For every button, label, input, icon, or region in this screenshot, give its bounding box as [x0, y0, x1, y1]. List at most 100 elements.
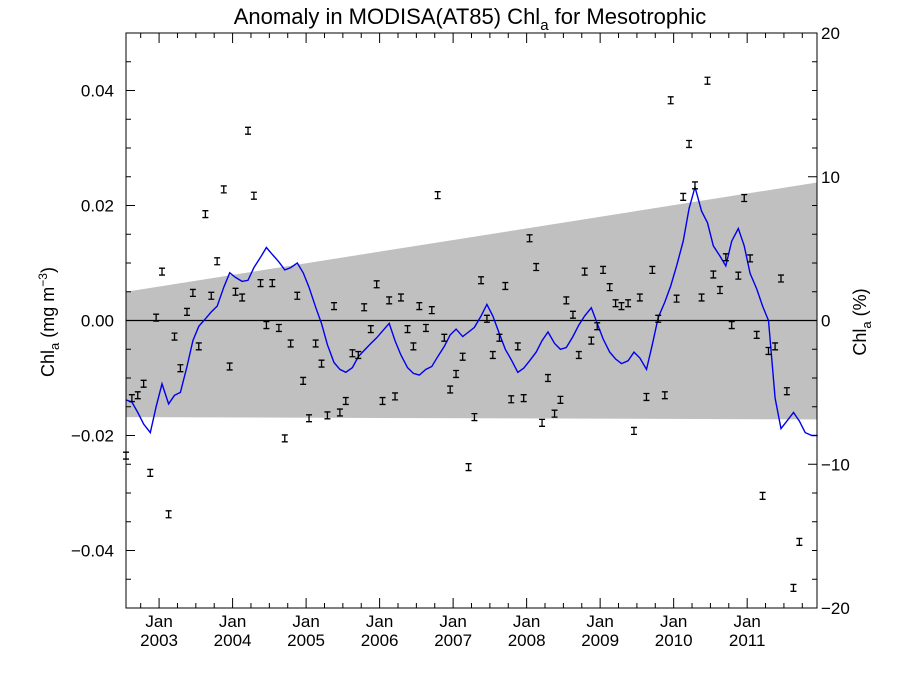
anomaly-point [569, 310, 576, 319]
x-tick-label-year: 2011 [729, 631, 766, 650]
anomaly-point [459, 352, 466, 361]
anomaly-point [630, 426, 637, 435]
anomaly-point [557, 395, 564, 404]
anomaly-point [410, 342, 417, 351]
y-right-tick-label: 0 [821, 312, 830, 331]
anomaly-point [275, 323, 282, 333]
y-right-tick-label: −20 [821, 599, 850, 618]
anomaly-point [189, 288, 196, 297]
plot-area: −0.04−0.020.000.020.04−20−1001020Jan2003… [71, 24, 850, 650]
x-tick-label-month: Jan [733, 612, 760, 631]
anomaly-point [336, 408, 343, 417]
anomaly-point [318, 359, 325, 368]
anomaly-point [483, 314, 490, 323]
anomaly-point [502, 281, 509, 291]
chart-title: Anomaly in MODISA(AT85) Chla for Mesotro… [234, 4, 707, 34]
anomaly-point [453, 369, 460, 379]
anomaly-point [716, 285, 723, 295]
anomaly-point [349, 349, 356, 358]
anomaly-point [250, 191, 257, 200]
anomaly-point [386, 296, 393, 305]
x-tick-label-month: Jan [513, 612, 540, 631]
anomaly-point [232, 287, 239, 296]
x-tick-label-month: Jan [219, 612, 246, 631]
anomaly-point [594, 322, 601, 331]
anomaly-point [140, 379, 147, 388]
anomaly-point [489, 350, 496, 360]
anomaly-point [661, 391, 668, 400]
anomaly-point [214, 257, 221, 266]
anomaly-point [312, 339, 319, 348]
anomaly-point [416, 302, 423, 311]
uncertainty-band [126, 182, 817, 420]
anomaly-point [563, 296, 570, 305]
anomaly-point [208, 291, 215, 300]
anomaly-point [790, 583, 797, 592]
anomaly-point [355, 350, 362, 360]
anomaly-point [447, 385, 454, 394]
anomaly-point [747, 254, 754, 263]
anomaly-point [281, 434, 288, 443]
anomaly-point [618, 302, 625, 311]
anomaly-point [508, 395, 515, 404]
anomaly-point [526, 234, 533, 243]
anomaly-point [392, 392, 399, 401]
anomaly-point [520, 394, 527, 403]
anomaly-point [600, 265, 607, 274]
anomaly-point [367, 325, 374, 334]
anomaly-point [300, 376, 307, 385]
anomaly-point [588, 336, 595, 345]
anomaly-point [496, 333, 503, 342]
anomaly-point [128, 394, 135, 403]
anomaly-point [544, 373, 551, 383]
anomaly-point [171, 332, 178, 341]
anomaly-point [422, 323, 429, 333]
anomaly-point [704, 76, 711, 85]
anomaly-point [331, 302, 338, 311]
anomaly-point [373, 280, 380, 289]
y-axis-label-right: Chla (%) [850, 288, 874, 355]
smoothed-series-line [125, 184, 818, 437]
anomaly-point [777, 274, 784, 283]
x-tick-label-year: 2006 [361, 631, 399, 650]
anomaly-point [159, 267, 166, 276]
anomaly-point [471, 413, 478, 422]
anomaly-point [722, 253, 729, 262]
anomaly-point [759, 491, 766, 500]
anomaly-point [575, 350, 582, 360]
anomaly-point [636, 293, 643, 302]
x-tick-label-month: Jan [660, 612, 687, 631]
y-left-tick-label: 0.04 [81, 82, 114, 101]
anomaly-point [735, 271, 742, 280]
anomaly-point [263, 321, 270, 330]
anomaly-point [245, 126, 252, 135]
anomaly-point [783, 387, 790, 396]
anomaly-point [428, 306, 435, 315]
anomaly-point [698, 293, 705, 302]
anomaly-point [220, 185, 227, 194]
anomaly-point [434, 191, 441, 200]
y-right-tick-label: 20 [821, 24, 840, 43]
y-axis-label-left: Chla (mg m−3) [36, 267, 62, 377]
x-tick-label-year: 2008 [508, 631, 546, 650]
anomaly-point [649, 265, 656, 274]
anomaly-point [680, 192, 687, 201]
anomaly-point [257, 279, 264, 288]
anomaly-point [397, 293, 404, 302]
anomaly-point [478, 276, 485, 285]
y-left-tick-label: 0.00 [81, 312, 114, 331]
anomaly-point [691, 181, 698, 190]
anomaly-point [294, 291, 301, 300]
x-tick-label-year: 2003 [140, 631, 178, 650]
anomaly-point [741, 193, 748, 203]
anomaly-point [202, 210, 209, 219]
x-tick-label-month: Jan [586, 612, 613, 631]
x-tick-label-year: 2009 [581, 631, 619, 650]
x-tick-label-year: 2007 [434, 631, 472, 650]
anomaly-point [728, 321, 735, 330]
anomaly-point [667, 96, 674, 105]
anomaly-point [612, 299, 619, 308]
anomaly-point [765, 346, 772, 356]
anomaly-point [581, 267, 588, 276]
anomaly-point [177, 364, 184, 373]
